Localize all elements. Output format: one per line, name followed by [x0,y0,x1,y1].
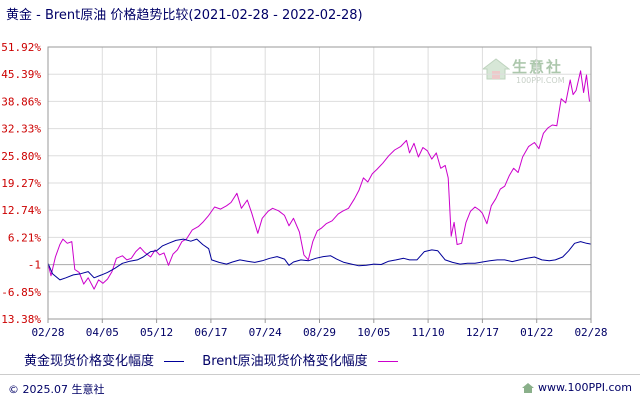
x-tick-label: 10/05 [357,326,390,339]
legend-swatch-gold [164,361,185,362]
y-tick-label: -1 [28,259,41,272]
y-tick-label: 25.80% [1,150,41,163]
x-tick-label: 02/28 [31,326,64,339]
x-tick-label: 01/22 [520,326,553,339]
y-tick-label: 32.33% [1,123,41,136]
legend-item-gold: 黄金现货价格变化幅度 [24,350,185,369]
x-tick-label: 06/17 [194,326,227,339]
legend-label-brent: Brent原油现货价格变化幅度 [202,354,368,369]
series-line-gold [47,238,592,281]
house-icon [522,382,535,393]
y-tick-label: 19.27% [1,177,41,190]
y-tick-label: 51.92% [1,41,41,54]
x-tick-label: 11/10 [412,326,445,339]
y-axis-ticks: 51.92% 45.39% 38.86% 32.33% 25.80% 19.27% 12.7… [0,41,41,326]
plot-frame [47,46,592,320]
footer-site[interactable]: www.100PPI.com [522,381,632,394]
legend: 黄金现货价格变化幅度 Brent原油现货价格变化幅度 [24,350,412,369]
x-tick-label: 07/24 [249,326,282,339]
line-chart: 51.92% 45.39% 38.86% 32.33% 25.80% 19.27% 12.7… [0,41,608,339]
legend-item-brent: Brent原油现货价格变化幅度 [202,350,398,369]
chart-title: 黄金 - Brent原油 价格趋势比较(2021-02-28 - 2022-02… [6,8,363,23]
x-tick-label: 04/05 [86,326,119,339]
footer: © 2025.07 生意社 www.100PPI.com [0,374,640,401]
legend-swatch-brent [377,361,398,362]
series-line-brent [47,70,590,290]
copyright-text: © 2025.07 生意社 [8,383,105,396]
x-tick-label: 08/29 [303,326,336,339]
y-tick-label: -13.38% [0,313,41,326]
y-tick-label: -6.85% [1,286,41,299]
x-axis-ticks: 02/28 04/05 05/12 06/17 07/24 08/29 10/05 11/10… [31,319,608,339]
watermark-url: 100PPI.COM [516,76,565,85]
y-tick-label: 6.21% [8,231,41,244]
y-tick-label: 38.86% [1,95,41,108]
footer-url-text: www.100PPI.com [538,381,632,394]
legend-label-gold: 黄金现货价格变化幅度 [24,354,155,369]
series-layer [47,70,592,290]
y-tick-label: 45.39% [1,68,41,81]
gridlines [47,46,592,320]
y-tick-label: 12.74% [1,204,41,217]
x-tick-label: 05/12 [140,326,173,339]
x-tick-label: 12/17 [466,326,499,339]
x-tick-label: 02/28 [574,326,607,339]
